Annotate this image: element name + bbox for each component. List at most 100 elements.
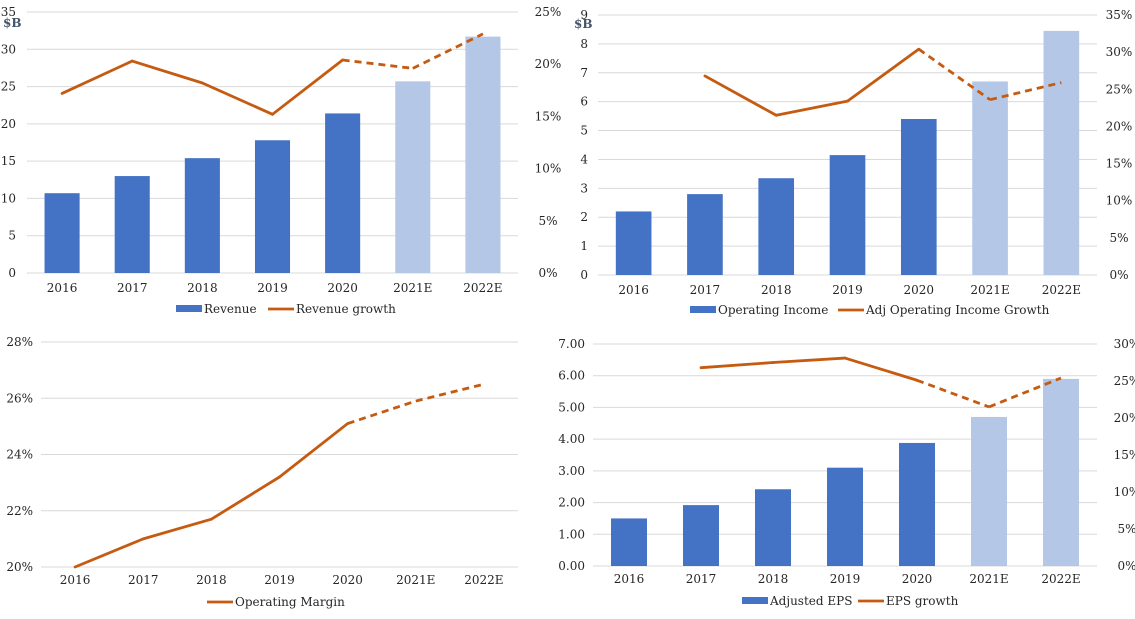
y-left-tick-label: 0 bbox=[580, 268, 588, 282]
y-left-tick-label: 5 bbox=[8, 229, 16, 243]
y-right-tick-label: 20% bbox=[1114, 411, 1135, 425]
line-segment-2019-2020 bbox=[846, 47, 921, 103]
x-tick-label: 2019 bbox=[264, 573, 295, 587]
y-left-tick-label: 2.00 bbox=[558, 496, 585, 510]
y-left-tick-label: 26% bbox=[6, 391, 33, 405]
y-left-tick-label: 5.00 bbox=[558, 400, 585, 414]
line-segment-2020-2021E bbox=[342, 58, 413, 70]
x-tick-label: 2022E bbox=[463, 281, 502, 295]
legend-label: EPS growth bbox=[886, 594, 959, 608]
bar-2018 bbox=[755, 489, 791, 566]
x-tick-label: 2017 bbox=[128, 573, 159, 587]
bar-2016 bbox=[615, 211, 652, 275]
line-segment-2017-2018 bbox=[703, 74, 778, 117]
line-segment-2020-2021E bbox=[347, 399, 417, 425]
y-right-tick-label: 20% bbox=[1106, 119, 1133, 133]
y-left-tick-label: 6.00 bbox=[558, 369, 585, 383]
bar-2021E bbox=[971, 416, 1007, 566]
x-tick-label: 2020 bbox=[327, 281, 358, 295]
legend-swatch-bar bbox=[690, 306, 716, 313]
x-tick-label: 2021E bbox=[969, 572, 1008, 586]
x-tick-label: 2018 bbox=[761, 283, 792, 297]
legend-label: Adj Operating Income Growth bbox=[865, 303, 1050, 317]
x-tick-label: 2016 bbox=[47, 281, 78, 295]
x-tick-label: 2021E bbox=[393, 281, 432, 295]
bar-2020 bbox=[899, 442, 935, 566]
y-left-tick-label: 20 bbox=[1, 117, 16, 131]
bar-2021E bbox=[972, 81, 1008, 275]
y-left-tick-label: 5 bbox=[580, 124, 588, 138]
bar-2022E bbox=[1043, 30, 1080, 276]
x-tick-label: 2019 bbox=[832, 283, 863, 297]
chart-1: 0 5 10 15 20 25 30 35 0% 5% 10% 15% 20% 25% $B 2016 2017… bbox=[1, 5, 562, 316]
y-left-tick-label: 7.00 bbox=[558, 337, 585, 351]
y-left-tick-label: 7 bbox=[580, 66, 588, 80]
y-right-tick-label: 10% bbox=[535, 162, 562, 176]
legend-label: Operating Income bbox=[718, 303, 828, 317]
x-tick-label: 2021E bbox=[396, 573, 435, 587]
x-tick-label: 2018 bbox=[196, 573, 227, 587]
legend-label: Revenue growth bbox=[296, 302, 396, 316]
x-tick-label: 2020 bbox=[902, 572, 933, 586]
chart-3: 20% 22% 24% 26% 28% 2016 2017 2018 2019 2020 2021E… bbox=[6, 335, 518, 609]
y-right-tick-label: 20% bbox=[535, 57, 562, 71]
legend-swatch-bar bbox=[742, 597, 768, 604]
y-left-tick-label: 24% bbox=[6, 448, 33, 462]
line-segment-2019-2020 bbox=[843, 356, 919, 382]
x-tick-label: 2022E bbox=[1041, 572, 1080, 586]
y-left-tick-label: 9 bbox=[580, 8, 588, 22]
line-segment-2016-2017 bbox=[60, 59, 134, 95]
bar-2019 bbox=[829, 155, 866, 275]
y-left-tick-label: 20% bbox=[6, 560, 33, 574]
line-segment-2020-2021E bbox=[916, 378, 990, 409]
line-segment-2018-2019 bbox=[209, 475, 281, 521]
y-left-tick-label: 2 bbox=[580, 210, 588, 224]
x-tick-label: 2019 bbox=[830, 572, 861, 586]
y-right-tick-label: 5% bbox=[1109, 231, 1128, 245]
line-segment-2017-2018 bbox=[130, 59, 204, 85]
y-right-tick-label: 0% bbox=[538, 266, 557, 280]
y-right-tick-label: 25% bbox=[1114, 374, 1135, 388]
y-right-tick-label: 35% bbox=[1106, 8, 1133, 22]
line-segment-2016-2017 bbox=[73, 537, 145, 569]
x-tick-label: 2016 bbox=[618, 283, 649, 297]
x-tick-label: 2016 bbox=[60, 573, 91, 587]
bar-2022E bbox=[465, 36, 501, 274]
y-right-tick-label: 25% bbox=[1106, 82, 1133, 96]
line-segment-2019-2020 bbox=[271, 58, 345, 116]
legend-label: Revenue bbox=[204, 302, 257, 316]
y-right-tick-label: 15% bbox=[535, 109, 562, 123]
y-left-tick-label: 4 bbox=[580, 152, 588, 166]
x-tick-label: 2017 bbox=[686, 572, 717, 586]
unit-label: $B bbox=[3, 16, 22, 30]
y-left-tick-label: 15 bbox=[1, 154, 16, 168]
bar-2019 bbox=[254, 140, 291, 273]
x-tick-label: 2022E bbox=[1042, 283, 1081, 297]
bar-2017 bbox=[114, 176, 150, 273]
bar-2018 bbox=[184, 158, 220, 273]
y-right-tick-label: 25% bbox=[535, 5, 562, 19]
y-left-tick-label: 6 bbox=[580, 95, 588, 109]
unit-label: $B bbox=[574, 17, 593, 31]
line-segment-2018-2019 bbox=[774, 99, 849, 117]
x-tick-label: 2021E bbox=[970, 283, 1009, 297]
bar-2017 bbox=[687, 194, 723, 275]
legend-swatch-bar bbox=[176, 305, 202, 312]
line-segment-2021E-2022E bbox=[988, 376, 1062, 409]
x-tick-label: 2017 bbox=[117, 281, 148, 295]
y-left-tick-label: 3 bbox=[580, 181, 588, 195]
y-right-tick-label: 30% bbox=[1114, 337, 1135, 351]
y-right-tick-label: 10% bbox=[1106, 194, 1133, 208]
x-tick-label: 2016 bbox=[614, 572, 645, 586]
bar-2020 bbox=[325, 113, 361, 273]
legend-label: Adjusted EPS bbox=[769, 594, 852, 608]
y-left-tick-label: 8 bbox=[580, 37, 588, 51]
chart-4: 0.00 1.00 2.00 3.00 4.00 5.00 6.00 7.00 0% 5% 10% 1… bbox=[558, 337, 1135, 608]
line-segment-2021E-2022E bbox=[989, 81, 1062, 102]
bar-2018 bbox=[758, 178, 795, 275]
y-right-tick-label: 0% bbox=[1109, 268, 1128, 282]
x-tick-label: 2019 bbox=[257, 281, 288, 295]
line-segment-2019-2020 bbox=[278, 422, 350, 479]
chart-2: 0 1 2 3 4 5 6 7 8 9 0% 5% 10% 15% 20% 25% 30% 35% $B 2016 20… bbox=[574, 8, 1132, 317]
y-left-tick-label: 0.00 bbox=[558, 559, 585, 573]
